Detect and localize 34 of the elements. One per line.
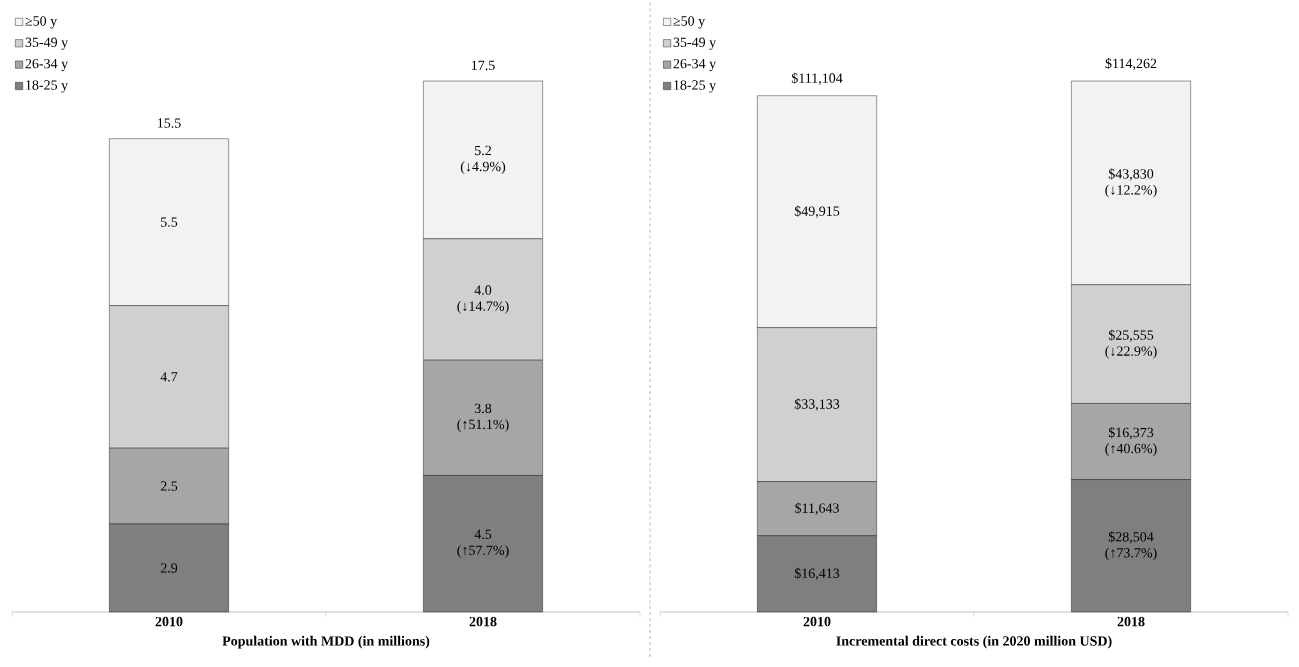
legend-label: 26-34 y — [25, 58, 69, 72]
data-label: 2.5 — [160, 481, 178, 491]
legend-label: 18-25 y — [674, 80, 717, 93]
legend-label: ≥50 y — [673, 16, 706, 29]
data-label: $16,373 (↑40.6%) — [1105, 426, 1157, 457]
data-label: $11,643 — [795, 502, 839, 515]
legend-label: 18-25 y — [26, 80, 69, 93]
data-label: 4.0 (↓14.7%) — [457, 285, 509, 314]
x-tick-label: 2018 — [1117, 616, 1145, 627]
data-label: 4.5 (↑57.7%) — [457, 529, 509, 558]
data-label: 3.8 (↑51.1%) — [457, 403, 509, 432]
data-label: $28,504 (↑73.7%) — [1105, 531, 1157, 561]
x-tick-label: 2010 — [155, 616, 183, 627]
total-label: 15.5 — [157, 118, 181, 128]
legend-label: 35-49 y — [25, 37, 69, 50]
x-tick-label: 2018 — [469, 616, 497, 627]
data-label: 5.5 — [161, 217, 178, 227]
data-label: $43,830 (↓12.2%) — [1105, 168, 1157, 198]
x-tick-label: 2010 — [803, 616, 831, 627]
legend-label: 35-49 y — [673, 37, 717, 50]
legend-label: ≥50 y — [25, 16, 58, 29]
total-label: $111,104 — [791, 72, 843, 85]
legend-label: 26-34 y — [673, 58, 717, 72]
data-label: $25,555 (↓22.9%) — [1105, 329, 1157, 359]
data-label: 5.2 (↓4.9%) — [460, 145, 506, 175]
data-label: 2.9 — [160, 563, 178, 573]
x-axis-title: Incremental direct costs (in 2020 million USD) — [836, 635, 1112, 649]
total-label: $114,262 — [1105, 57, 1157, 71]
data-label: $16,413 — [794, 567, 840, 581]
data-label: $33,133 — [794, 398, 840, 411]
data-label: $49,915 — [794, 205, 840, 218]
data-label: 4.7 — [160, 372, 178, 382]
x-axis-title: Population with MDD (in millions) — [222, 635, 430, 649]
total-label: 17.5 — [471, 60, 495, 71]
